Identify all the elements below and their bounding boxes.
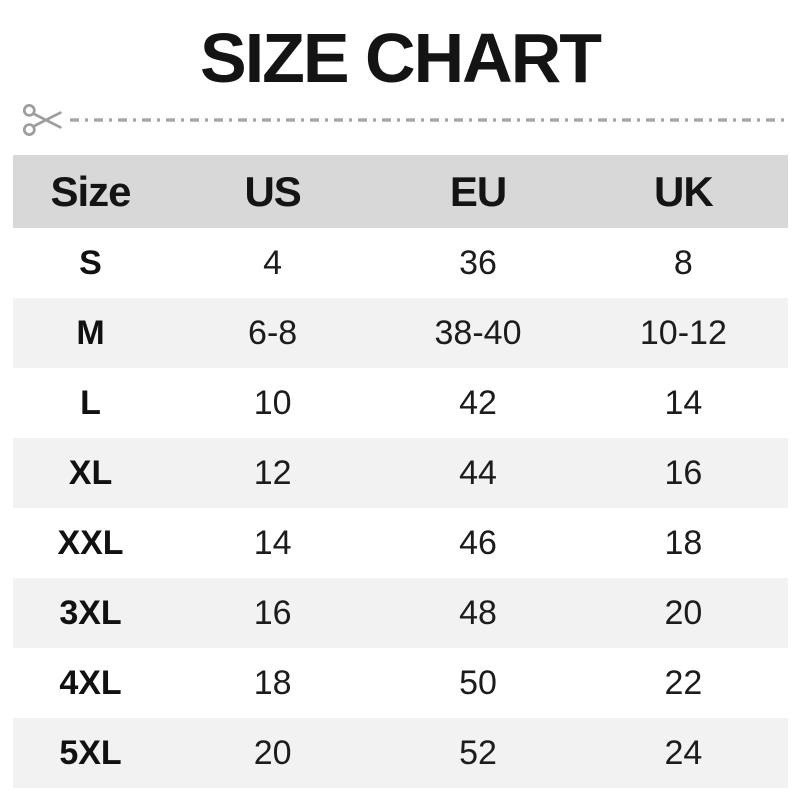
cell-uk: 18: [664, 523, 703, 562]
cell-eu: 42: [459, 383, 497, 422]
cell-eu: 48: [459, 593, 497, 632]
cell-us: 6-8: [248, 313, 298, 352]
cell-size: 4XL: [59, 663, 122, 702]
header-row: Size US EU UK: [13, 155, 788, 228]
table-row: 5XL 20 52 24: [13, 718, 788, 788]
cell-size: XL: [68, 453, 113, 492]
cell-us: 20: [253, 733, 292, 772]
table-row: 3XL 16 48 20: [13, 578, 788, 648]
column-header-us: US: [244, 167, 301, 215]
cell-us: 10: [253, 383, 292, 422]
column-header-eu: EU: [449, 167, 507, 215]
table-row: L 10 42 14: [13, 368, 788, 438]
cell-us: 16: [253, 593, 292, 632]
cell-size: S: [79, 243, 102, 282]
column-header-uk: UK: [654, 167, 714, 215]
cell-eu: 46: [459, 523, 497, 562]
page-title: SIZE CHART: [200, 19, 602, 97]
cell-uk: 20: [664, 593, 703, 632]
cell-size: M: [76, 313, 105, 352]
table-row: XL 12 44 16: [13, 438, 788, 508]
cell-uk: 24: [664, 733, 703, 772]
column-header-size: Size: [50, 167, 131, 215]
cell-eu: 36: [459, 243, 497, 282]
cell-uk: 8: [673, 243, 693, 282]
cell-uk: 10-12: [639, 313, 727, 352]
cell-us: 18: [253, 663, 292, 702]
size-chart-table: Size US EU UK S 4 36 8 M 6-8 38-40 10-12…: [13, 155, 788, 788]
table-body: S 4 36 8 M 6-8 38-40 10-12 L 10 42 14 XL…: [13, 228, 788, 788]
scissors-icon: [22, 104, 62, 136]
dash-line: [70, 118, 787, 122]
cell-eu: 44: [459, 453, 497, 492]
cell-size: XXL: [57, 523, 124, 562]
cell-size: L: [80, 383, 101, 422]
table-row: S 4 36 8: [13, 228, 788, 298]
table-row: M 6-8 38-40 10-12: [13, 298, 788, 368]
cell-eu: 38-40: [434, 313, 522, 352]
cell-uk: 14: [664, 383, 703, 422]
cell-us: 12: [253, 453, 292, 492]
table-row: XXL 14 46 18: [13, 508, 788, 578]
cell-uk: 16: [664, 453, 703, 492]
cell-us: 4: [263, 243, 283, 282]
cell-eu: 52: [459, 733, 497, 772]
cell-size: 5XL: [59, 733, 122, 772]
cell-uk: 22: [664, 663, 703, 702]
cell-eu: 50: [459, 663, 497, 702]
table-row: 4XL 18 50 22: [13, 648, 788, 718]
cell-us: 14: [253, 523, 292, 562]
cell-size: 3XL: [59, 593, 122, 632]
cut-line: [22, 101, 787, 139]
